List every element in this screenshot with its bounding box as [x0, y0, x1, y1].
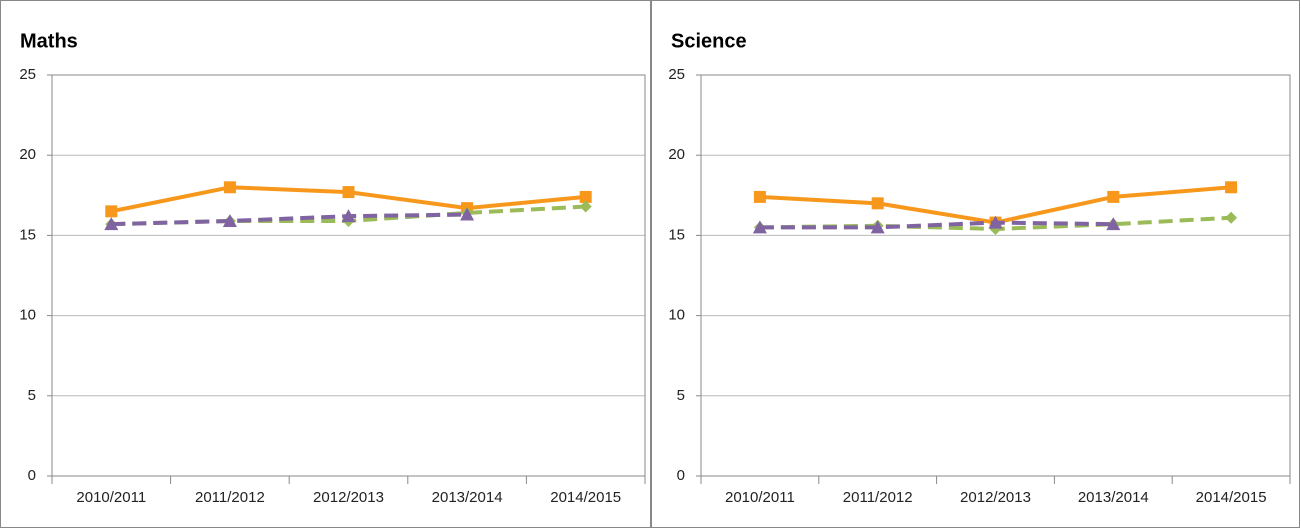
chart-title: Science [671, 30, 747, 52]
y-tick-label: 5 [677, 387, 685, 404]
y-tick-label: 20 [19, 146, 36, 163]
marker [1225, 181, 1238, 194]
y-tick-label: 10 [668, 307, 685, 324]
y-tick-label: 15 [19, 226, 36, 243]
y-tick-label: 10 [19, 307, 36, 324]
marker [579, 190, 592, 203]
y-tick-label: 0 [677, 467, 685, 484]
plot-frame [700, 74, 1291, 477]
marker [870, 220, 885, 234]
marker [223, 181, 236, 194]
marker [222, 213, 237, 227]
series-line [759, 220, 1114, 230]
chart-title: Maths [20, 30, 78, 52]
x-tick-label: 2013/2014 [1078, 489, 1149, 506]
panel-frame [0, 0, 651, 528]
x-tick-label: 2010/2011 [725, 489, 795, 506]
x-tick-label: 2011/2012 [195, 489, 265, 506]
x-tick-label: 2013/2014 [432, 489, 503, 506]
marker [753, 190, 766, 203]
x-tick-label: 2014/2015 [550, 489, 621, 506]
x-tick-label: 2012/2013 [313, 489, 384, 506]
y-tick-label: 0 [28, 467, 36, 484]
marker [1106, 217, 1121, 231]
marker [341, 209, 356, 223]
marker [871, 197, 884, 210]
y-tick-label: 5 [28, 387, 36, 404]
x-tick-label: 2014/2015 [1196, 489, 1267, 506]
y-tick-label: 25 [668, 66, 685, 83]
marker [104, 217, 119, 231]
plot-frame [51, 74, 646, 477]
panel-frame [651, 0, 1300, 528]
marker [460, 207, 475, 221]
x-tick-label: 2011/2012 [843, 489, 913, 506]
marker [1107, 190, 1120, 203]
x-tick-label: 2010/2011 [76, 489, 146, 506]
y-tick-label: 25 [19, 66, 36, 83]
marker [1225, 211, 1238, 224]
marker [988, 215, 1003, 229]
marker [105, 205, 118, 218]
y-tick-label: 15 [668, 226, 685, 243]
marker [579, 200, 592, 213]
marker [752, 220, 767, 234]
series-line [111, 212, 468, 227]
x-tick-label: 2012/2013 [960, 489, 1031, 506]
marker [342, 186, 355, 199]
y-tick-label: 20 [668, 146, 685, 163]
